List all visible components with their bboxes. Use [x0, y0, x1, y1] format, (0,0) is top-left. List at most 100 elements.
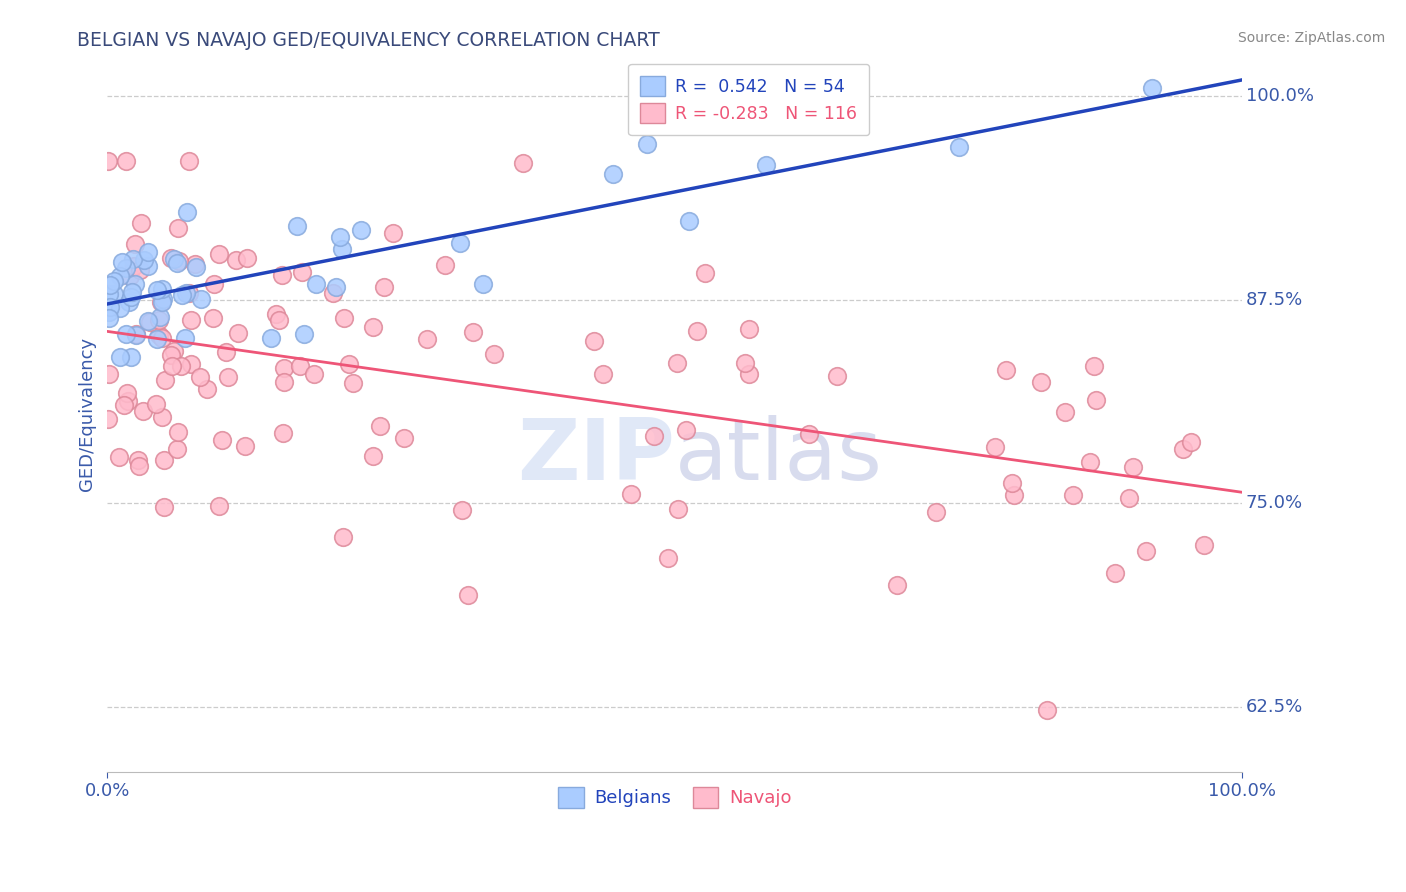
Point [118, 294, 141, 309]
Point [146, 332, 169, 346]
Point [132, 252, 155, 267]
Text: 62.5%: 62.5% [1246, 698, 1303, 716]
Point [190, 293, 212, 307]
Point [287, 219, 309, 233]
Point [159, 251, 181, 265]
Point [108, 301, 131, 315]
Point [305, 277, 328, 292]
Point [449, 236, 471, 251]
Point [381, 226, 404, 240]
Point [208, 499, 231, 513]
Point [665, 356, 688, 370]
Point [150, 410, 173, 425]
Point [330, 242, 353, 256]
Point [163, 252, 186, 266]
Point [201, 311, 224, 326]
Point [117, 393, 139, 408]
Point [114, 154, 136, 169]
Point [273, 426, 295, 441]
Point [434, 258, 457, 272]
Point [124, 277, 146, 291]
Point [136, 314, 159, 328]
Point [153, 453, 176, 467]
Point [115, 326, 138, 341]
Point [738, 322, 761, 336]
Point [666, 501, 689, 516]
Point [150, 294, 173, 309]
Point [363, 320, 385, 334]
Point [450, 502, 472, 516]
Point [153, 500, 176, 514]
Point [1135, 543, 1157, 558]
Point [361, 449, 384, 463]
Legend: Belgians, Navajo: Belgians, Navajo [550, 778, 800, 817]
Point [350, 223, 373, 237]
Point [1104, 566, 1126, 581]
Point [235, 252, 257, 266]
Point [176, 204, 198, 219]
Point [121, 252, 143, 266]
Point [329, 229, 352, 244]
Point [98, 368, 121, 382]
Point [994, 363, 1017, 377]
Point [827, 369, 849, 384]
Point [332, 310, 354, 325]
Point [325, 279, 347, 293]
Point [270, 268, 292, 283]
Point [925, 505, 948, 519]
Point [148, 327, 170, 342]
Text: BELGIAN VS NAVAJO GED/EQUIVALENCY CORRELATION CHART: BELGIAN VS NAVAJO GED/EQUIVALENCY CORREL… [77, 31, 659, 50]
Point [373, 280, 395, 294]
Point [166, 256, 188, 270]
Point [124, 328, 146, 343]
Point [169, 359, 191, 374]
Text: atlas: atlas [675, 415, 883, 498]
Point [291, 265, 314, 279]
Point [180, 313, 202, 327]
Point [264, 307, 287, 321]
Point [195, 382, 218, 396]
Point [98, 277, 121, 292]
Point [1078, 455, 1101, 469]
Point [208, 247, 231, 261]
Point [159, 348, 181, 362]
Point [226, 326, 249, 340]
Point [512, 156, 534, 170]
Point [145, 397, 167, 411]
Point [184, 257, 207, 271]
Point [620, 487, 643, 501]
Point [153, 373, 176, 387]
Point [150, 282, 173, 296]
Point [1118, 491, 1140, 505]
Point [97, 287, 120, 301]
Point [643, 428, 665, 442]
Point [96, 411, 118, 425]
Point [124, 237, 146, 252]
Text: 75.0%: 75.0% [1246, 494, 1303, 512]
Point [368, 419, 391, 434]
Point [657, 551, 679, 566]
Point [150, 294, 173, 309]
Point [162, 344, 184, 359]
Point [98, 300, 121, 314]
Point [1180, 434, 1202, 449]
Point [167, 221, 190, 235]
Point [273, 361, 295, 376]
Point [472, 277, 495, 291]
Point [1029, 375, 1052, 389]
Point [217, 370, 239, 384]
Point [394, 431, 416, 445]
Point [1173, 442, 1195, 456]
Point [337, 357, 360, 371]
Point [98, 305, 121, 319]
Point [122, 259, 145, 273]
Point [602, 167, 624, 181]
Point [150, 331, 173, 345]
Point [179, 286, 201, 301]
Point [97, 154, 120, 169]
Point [167, 253, 190, 268]
Point [225, 252, 247, 267]
Point [118, 269, 141, 284]
Point [103, 274, 125, 288]
Point [103, 287, 125, 301]
